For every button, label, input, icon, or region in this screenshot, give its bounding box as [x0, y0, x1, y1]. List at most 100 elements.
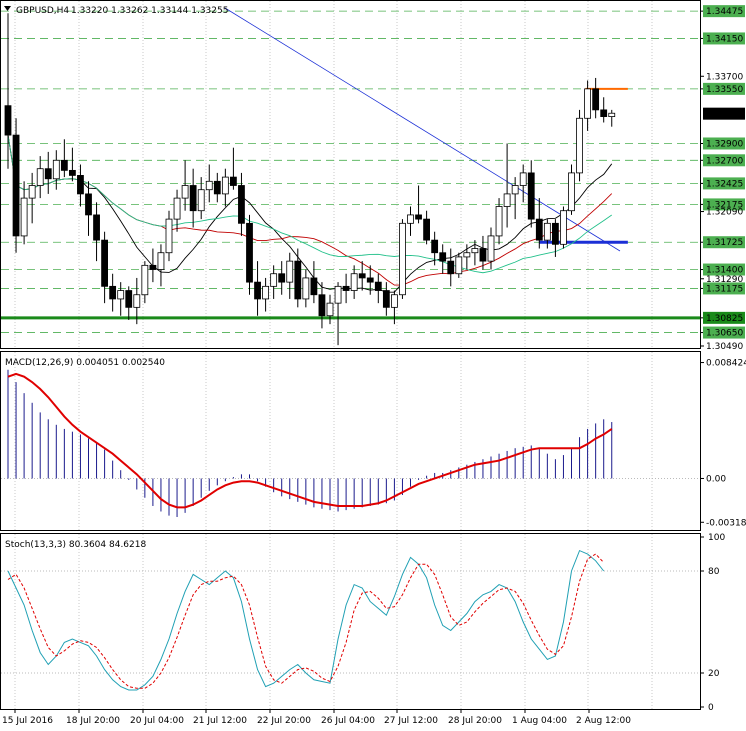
price-label: 1.33700	[706, 72, 743, 82]
level-price-label: 1.33550	[706, 85, 743, 95]
macd-panel[interactable]	[0, 351, 701, 531]
sma-line	[7, 135, 613, 293]
macd-axis-label: 0.008424	[706, 359, 746, 369]
sma-line	[7, 135, 613, 274]
candle-body	[326, 302, 334, 317]
current-price-label: 1.33255	[706, 110, 743, 120]
stoch-label: Stoch(13,3,3) 80.3604 84.6218	[5, 540, 146, 550]
level-price-tag	[703, 236, 745, 249]
candle-body	[262, 285, 270, 300]
candle-body	[36, 168, 44, 186]
candle-body	[503, 193, 511, 207]
candle-body	[600, 109, 608, 117]
candle-body	[511, 185, 519, 195]
level-price-tag	[703, 154, 745, 167]
candle-body	[93, 214, 100, 241]
support-price-tag	[703, 311, 745, 324]
stoch-main-line	[7, 549, 605, 691]
time-label: 2 Aug 12:00	[576, 716, 631, 726]
candle-body	[608, 112, 616, 117]
candle-body	[342, 285, 350, 291]
macd-axis: 0.008424 0.00 -0.003184	[700, 359, 746, 528]
stoch-axis-label: 80	[708, 567, 720, 577]
current-price-tag	[703, 107, 745, 120]
candle-body	[181, 185, 189, 199]
macd-axis-label: -0.003184	[706, 518, 746, 528]
level-price-tag	[703, 177, 745, 190]
price-grid	[14, 1, 653, 348]
stoch-axis-label: 100	[708, 533, 725, 543]
time-label: 1 Aug 04:00	[512, 716, 567, 726]
candle-body	[527, 172, 535, 220]
candle-body	[455, 256, 463, 275]
candle-body	[294, 260, 302, 300]
candle-body	[197, 189, 205, 212]
candle-body	[543, 222, 551, 241]
support-price-label: 1.30825	[706, 314, 743, 324]
price-label: 1.30490	[706, 342, 743, 352]
candle-body	[560, 210, 567, 245]
candle-body	[366, 277, 374, 283]
moving-averages	[7, 135, 613, 293]
ohlc-values: 1.33220 1.33262 1.33144 1.33255	[71, 6, 228, 16]
price-axis: 1.34475 1.34150 1.33700 1.33550 1.32900 1.327…	[700, 0, 746, 352]
candle-body	[205, 180, 213, 191]
level-price-label: 1.32700	[706, 156, 743, 166]
macd-axis-label: 0.00	[706, 474, 726, 484]
candle-body	[85, 193, 92, 216]
candle-body	[20, 197, 28, 237]
time-label: 27 Jul 12:00	[384, 716, 438, 726]
dropdown-triangle-icon[interactable]	[4, 6, 11, 11]
level-price-label: 1.30650	[706, 329, 743, 339]
candle-body	[439, 252, 447, 262]
stochastic-indicator	[7, 549, 605, 691]
price-label: 1.31290	[706, 275, 743, 285]
candle-body	[302, 277, 310, 300]
time-label: 15 Jul 2016	[2, 716, 53, 726]
level-price-tag	[703, 82, 745, 95]
candle-body	[165, 218, 173, 254]
candle-body	[109, 285, 117, 300]
candle-body	[101, 239, 108, 287]
candle-body	[463, 252, 471, 258]
level-price-label: 1.32425	[706, 179, 743, 189]
level-price-label: 1.34150	[706, 34, 743, 44]
time-label: 22 Jul 20:00	[257, 716, 311, 726]
level-price-label: 1.31725	[706, 238, 743, 248]
stoch-axis-label: 20	[708, 669, 720, 679]
candle-body	[246, 222, 253, 283]
candle-body	[519, 172, 527, 186]
candle-body	[238, 185, 245, 224]
trend-line	[224, 7, 621, 252]
candle-body	[479, 248, 487, 262]
level-price-tag	[703, 137, 745, 150]
candle-body	[157, 252, 165, 270]
candle-body	[213, 180, 221, 195]
time-label: 21 Jul 12:00	[193, 716, 247, 726]
level-price-tag	[703, 263, 745, 276]
candle-body	[584, 88, 591, 119]
stoch-signal-line	[7, 553, 605, 689]
stoch-axis: 100 80 20 0	[700, 533, 725, 713]
candle-body	[310, 277, 318, 296]
candle-body	[592, 88, 600, 111]
macd-signal-line	[7, 372, 613, 509]
candle-body	[390, 294, 398, 308]
level-price-tag	[703, 282, 745, 295]
time-label: 28 Jul 20:00	[448, 716, 502, 726]
candle-body	[117, 290, 125, 300]
candle-body	[318, 294, 326, 317]
level-price-tag	[703, 326, 745, 339]
stoch-panel[interactable]	[0, 533, 701, 710]
candle-body	[350, 273, 358, 291]
candle-body	[399, 222, 406, 296]
candle-body	[254, 281, 261, 300]
candle-body	[133, 294, 141, 308]
price-panel[interactable]	[0, 0, 701, 349]
candle-body	[60, 159, 68, 171]
level-price-label: 1.32175	[706, 200, 743, 210]
candle-body	[229, 176, 237, 186]
stoch-axis-label: 0	[708, 703, 714, 713]
candle-body	[576, 117, 583, 174]
